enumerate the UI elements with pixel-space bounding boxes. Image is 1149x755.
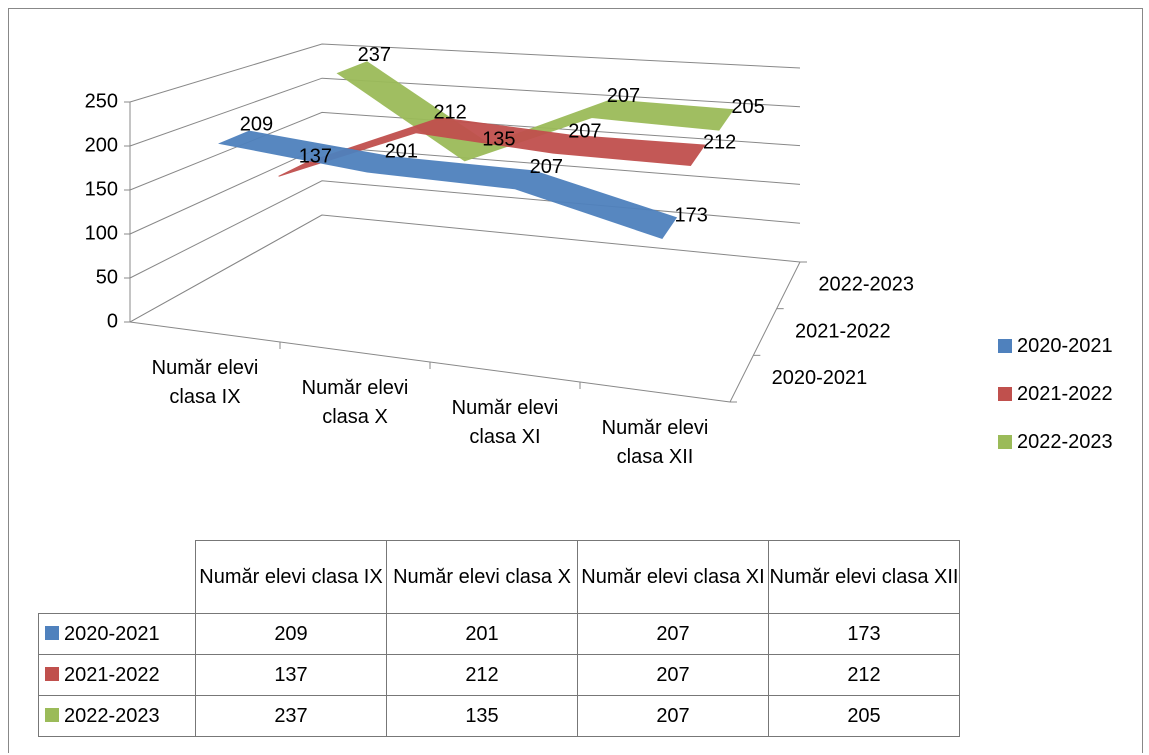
table-cell: 207 xyxy=(577,695,769,737)
table-swatch xyxy=(45,625,59,640)
table-cell: 212 xyxy=(386,654,578,696)
legend-item: 2020-2021 xyxy=(998,322,1113,370)
table-row: 2021-2022 137 212 207 212 xyxy=(38,654,960,696)
table-row: 2020-2021 209 201 207 173 xyxy=(38,613,960,655)
table-cell: 212 xyxy=(768,654,960,696)
table-corner xyxy=(38,540,196,614)
legend: 2020-2021 2021-2022 2022-2023 xyxy=(998,322,1113,466)
table-header-cell: Număr elevi clasa XI xyxy=(577,540,769,614)
table-row: 2022-2023 237 135 207 205 xyxy=(38,695,960,737)
legend-swatch xyxy=(998,435,1012,449)
y-tick-label: 50 xyxy=(96,266,118,288)
table-header-cell: Număr elevi clasa X xyxy=(386,540,578,614)
table-row-header: 2021-2022 xyxy=(38,654,196,696)
ribbon xyxy=(218,130,678,240)
grid-line xyxy=(129,43,801,103)
data-label: 207 xyxy=(568,121,601,143)
table-row-header: 2020-2021 xyxy=(38,613,196,655)
table-cell: 237 xyxy=(195,695,387,737)
depth-label: 2020-2021 xyxy=(772,367,868,389)
x-tick-label: Număr elevi clasa XI xyxy=(451,397,559,448)
axis-line xyxy=(129,214,323,323)
table-row-label: 2021-2022 xyxy=(64,663,160,686)
data-label: 205 xyxy=(731,96,764,118)
x-tick-label: Număr elevi clasa X xyxy=(301,377,409,428)
legend-label: 2021-2022 xyxy=(1017,382,1113,405)
grid-line xyxy=(129,77,801,147)
data-label: 212 xyxy=(703,132,736,154)
table-cell: 209 xyxy=(195,613,387,655)
legend-swatch xyxy=(998,339,1012,353)
table-row-header: 2022-2023 xyxy=(38,695,196,737)
legend-item: 2022-2023 xyxy=(998,418,1113,466)
data-label: 201 xyxy=(385,141,418,163)
y-tick-label: 200 xyxy=(85,134,118,156)
grid-line xyxy=(129,214,801,323)
table-header-cell: Număr elevi clasa XII xyxy=(768,540,960,614)
table-cell: 135 xyxy=(386,695,578,737)
table-row-label: 2022-2023 xyxy=(64,704,160,727)
data-label: 137 xyxy=(299,145,332,167)
data-label: 209 xyxy=(240,114,273,136)
axis-line xyxy=(729,261,801,403)
x-tick-label: Număr elevi clasa XII xyxy=(601,417,709,468)
data-label: 207 xyxy=(607,85,640,107)
depth-label: 2022-2023 xyxy=(818,274,914,296)
ribbon xyxy=(278,117,706,177)
y-tick-label: 100 xyxy=(85,222,118,244)
x-tick-label: Număr elevi clasa IX xyxy=(151,357,259,408)
legend-label: 2022-2023 xyxy=(1017,430,1113,453)
table-swatch xyxy=(45,707,59,722)
data-label: 135 xyxy=(482,129,515,151)
legend-item: 2021-2022 xyxy=(998,370,1113,418)
table-cell: 137 xyxy=(195,654,387,696)
table-header-cell: Număr elevi clasa IX xyxy=(195,540,387,614)
y-tick-label: 150 xyxy=(85,178,118,200)
data-label: 207 xyxy=(530,156,563,178)
y-tick-label: 0 xyxy=(107,310,118,332)
table-cell: 201 xyxy=(386,613,578,655)
depth-label: 2021-2022 xyxy=(795,320,891,342)
grid-line xyxy=(129,111,801,191)
y-tick-label: 250 xyxy=(85,90,118,112)
data-label: 237 xyxy=(358,44,391,66)
table-cell: 207 xyxy=(577,654,769,696)
data-label: 173 xyxy=(675,204,708,226)
table-cell: 173 xyxy=(768,613,960,655)
table-swatch xyxy=(45,666,59,681)
table-cell: 205 xyxy=(768,695,960,737)
frame xyxy=(8,8,1143,753)
data-label: 212 xyxy=(433,102,466,124)
legend-swatch xyxy=(998,387,1012,401)
table-cell: 207 xyxy=(577,613,769,655)
legend-label: 2020-2021 xyxy=(1017,334,1113,357)
table-row-label: 2020-2021 xyxy=(64,622,160,645)
